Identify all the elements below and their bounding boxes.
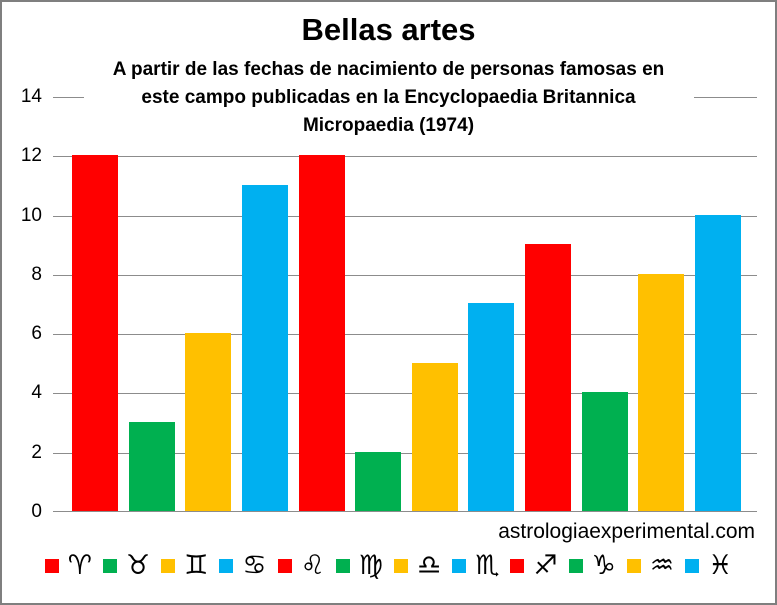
gridline: [53, 334, 757, 335]
legend-item-cancer: ♋: [219, 550, 267, 581]
gridline: [53, 393, 757, 394]
x-axis-line: [53, 511, 757, 512]
legend-swatch-taurus: [102, 559, 117, 573]
pisces-zodiac-icon: ♓: [708, 550, 733, 581]
chart-subtitle-line: Micropaedia (1974): [302, 115, 475, 136]
y-axis-label: 8: [31, 264, 42, 285]
legend-swatch-libra: [394, 559, 408, 573]
y-axis-label: 2: [31, 442, 42, 463]
legend-swatch-leo: [277, 559, 292, 573]
gridline: [53, 453, 757, 454]
legend: ♈ ♉ ♊ ♋ ♌ ♍ ♎ ♏ ♐ ♑ ♒ ♓: [2, 548, 775, 584]
y-axis-label: 12: [20, 145, 42, 166]
y-axis-label: 4: [31, 382, 42, 403]
legend-swatch-cancer: [219, 559, 234, 573]
aries-zodiac-icon: ♈: [67, 550, 92, 581]
legend-item-pisces: ♓: [685, 551, 732, 581]
legend-swatch-virgo: [335, 559, 350, 573]
bar-pisces: [695, 215, 741, 511]
gemini-zodiac-icon: ♊: [184, 550, 209, 581]
aquarius-zodiac-icon: ♒: [649, 550, 675, 581]
leo-zodiac-icon: ♌: [300, 550, 325, 581]
bar-virgo: [355, 452, 401, 511]
bar-capricorn: [582, 392, 628, 511]
legend-swatch-aquarius: [626, 559, 641, 573]
bar-taurus: [129, 422, 175, 511]
chart-subtitle: A partir de las fechas de nacimiento de …: [84, 56, 694, 140]
bar-leo: [299, 155, 345, 511]
y-axis-label: 6: [31, 323, 42, 344]
gridline: [53, 156, 757, 157]
bar-scorpio: [468, 303, 514, 511]
y-axis-label: 10: [20, 205, 42, 226]
legend-swatch-sagittarius: [510, 559, 525, 573]
chart-subtitle-line: A partir de las fechas de nacimiento de …: [112, 59, 665, 80]
legend-swatch-gemini: [161, 559, 176, 573]
cancer-zodiac-icon: ♋: [242, 550, 267, 581]
bar-aries: [72, 155, 118, 511]
legend-item-taurus: ♉: [102, 550, 151, 581]
y-axis-label: 0: [31, 501, 42, 522]
chart-subtitle-line: este campo publicadas en la Encyclopaedi…: [141, 87, 636, 108]
legend-item-sagittarius: ♐: [510, 550, 558, 581]
gridline: [53, 216, 757, 217]
taurus-zodiac-icon: ♉: [125, 550, 151, 581]
chart-header: Bellas artes A partir de las fechas de n…: [83, 10, 694, 140]
legend-item-aquarius: ♒: [626, 550, 675, 581]
bar-libra: [412, 363, 458, 511]
legend-item-libra: ♎: [394, 551, 441, 581]
legend-item-aries: ♈: [44, 550, 92, 581]
legend-item-scorpio: ♏: [452, 551, 499, 581]
y-axis-label: 14: [20, 86, 42, 107]
plot-area: [53, 97, 757, 512]
legend-swatch-aries: [44, 559, 59, 573]
legend-item-leo: ♌: [277, 550, 325, 581]
sagittarius-zodiac-icon: ♐: [533, 550, 558, 581]
bar-sagittarius: [525, 244, 571, 511]
bar-aquarius: [638, 274, 684, 511]
gridline: [53, 275, 757, 276]
libra-zodiac-icon: ♎: [417, 550, 442, 581]
bar-cancer: [242, 185, 288, 511]
capricorn-zodiac-icon: ♑: [591, 550, 616, 581]
legend-item-virgo: ♍: [335, 550, 383, 581]
legend-item-gemini: ♊: [161, 551, 208, 581]
legend-swatch-capricorn: [568, 559, 583, 573]
bar-gemini: [185, 333, 231, 511]
legend-swatch-scorpio: [452, 559, 467, 573]
scorpio-zodiac-icon: ♏: [475, 550, 500, 581]
legend-item-capricorn: ♑: [568, 550, 616, 581]
legend-swatch-pisces: [685, 559, 700, 573]
watermark-text: astrologiaexperimental.com: [498, 520, 755, 543]
virgo-zodiac-icon: ♍: [358, 550, 383, 581]
chart-title: Bellas artes: [301, 12, 476, 47]
